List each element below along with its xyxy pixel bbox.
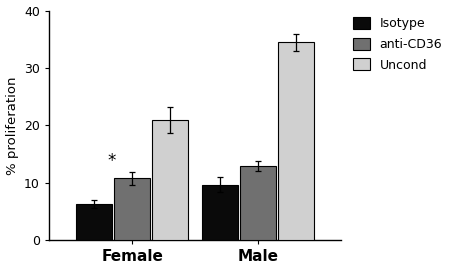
Legend: Isotype, anti-CD36, Uncond: Isotype, anti-CD36, Uncond (354, 17, 442, 72)
Y-axis label: % proliferation: % proliferation (6, 76, 18, 175)
Bar (240, 166, 276, 240)
Bar (152, 120, 188, 240)
Text: *: * (107, 152, 116, 170)
Bar (76, 204, 112, 240)
Bar (278, 42, 314, 240)
Bar (114, 178, 150, 240)
Bar (202, 185, 238, 240)
